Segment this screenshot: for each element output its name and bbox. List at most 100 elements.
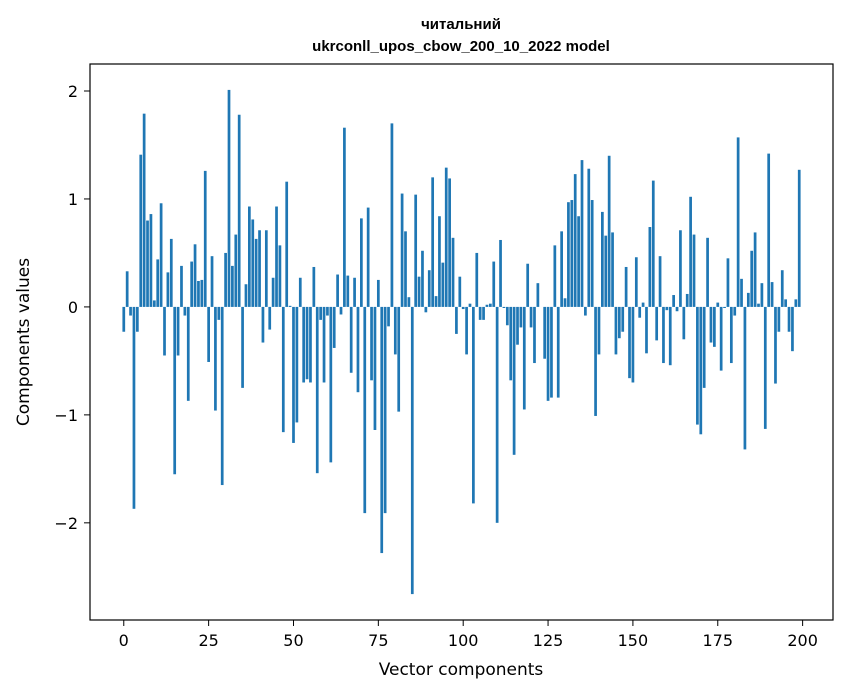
bar-192 [774, 306, 777, 384]
x-tick-label: 25 [198, 631, 218, 650]
bar-131 [567, 202, 570, 307]
bar-106 [482, 306, 485, 320]
bar-139 [594, 306, 597, 416]
bar-126 [550, 306, 553, 398]
bar-142 [604, 235, 608, 307]
bar-145 [614, 306, 618, 355]
bar-38 [251, 219, 255, 307]
bar-168 [692, 234, 696, 307]
bar-66 [346, 275, 350, 307]
bar-172 [706, 237, 709, 307]
bar-197 [791, 306, 794, 352]
bar-3 [132, 306, 136, 509]
bar-125 [546, 306, 550, 401]
bar-110 [495, 306, 499, 523]
bar-81 [397, 306, 401, 412]
bar-143 [607, 155, 611, 307]
bar-45 [275, 206, 278, 307]
bar-20 [190, 261, 194, 307]
bar-124 [543, 306, 547, 359]
bar-76 [380, 306, 384, 554]
bar-44 [271, 277, 275, 307]
bar-120 [529, 306, 533, 328]
bar-89 [424, 306, 428, 313]
bar-68 [353, 277, 356, 307]
bar-170 [699, 306, 703, 435]
bar-164 [679, 230, 682, 307]
bar-146 [617, 306, 621, 339]
bar-98 [455, 306, 458, 334]
bar-148 [624, 266, 628, 307]
bar-9 [152, 300, 156, 307]
bar-70 [360, 218, 363, 307]
bar-60 [326, 306, 329, 316]
bar-155 [648, 227, 652, 307]
bar-154 [645, 306, 648, 354]
bar-13 [166, 272, 170, 307]
bar-137 [587, 168, 591, 307]
bar-12 [163, 306, 166, 356]
bar-185 [750, 250, 754, 307]
y-tick-label: 2 [68, 82, 78, 101]
bar-176 [719, 306, 723, 371]
x-tick-label: 150 [618, 631, 649, 650]
x-axis-label: Vector components [379, 660, 544, 680]
bar-140 [597, 306, 601, 355]
bar-4 [135, 306, 139, 332]
bar-153 [641, 302, 645, 307]
y-tick-label: 1 [68, 190, 78, 209]
bar-1 [125, 271, 129, 307]
y-tick-label: −1 [54, 406, 78, 425]
bar-26 [210, 256, 214, 307]
bar-67 [349, 306, 353, 373]
bar-33 [234, 234, 238, 307]
bar-43 [268, 306, 272, 330]
bar-111 [499, 239, 502, 307]
bar-134 [577, 216, 580, 307]
bar-61 [329, 306, 333, 463]
bar-88 [421, 250, 424, 307]
bar-74 [373, 306, 377, 430]
x-tick-label: 200 [787, 631, 818, 650]
bar-199 [797, 169, 801, 307]
bar-24 [203, 170, 207, 307]
bar-114 [509, 306, 513, 381]
bar-19 [186, 306, 190, 401]
bar-181 [736, 137, 740, 307]
bar-152 [638, 306, 642, 318]
bar-42 [264, 230, 268, 307]
bar-30 [224, 252, 227, 307]
bar-29 [220, 306, 224, 486]
bar-108 [488, 303, 492, 307]
bar-48 [285, 181, 289, 307]
bar-28 [217, 306, 221, 320]
bar-56 [312, 266, 316, 307]
bar-73 [370, 306, 373, 381]
bar-179 [729, 306, 733, 364]
bar-133 [573, 174, 577, 307]
bar-104 [475, 252, 479, 307]
bar-8 [149, 214, 153, 307]
bar-118 [522, 306, 526, 410]
bar-16 [176, 306, 180, 356]
bar-112 [502, 306, 506, 308]
bar-97 [451, 237, 455, 307]
bar-23 [200, 279, 204, 307]
bar-65 [343, 127, 346, 307]
bar-99 [458, 276, 462, 307]
bar-127 [553, 245, 557, 307]
bar-10 [156, 259, 160, 307]
bar-109 [492, 261, 496, 307]
bar-186 [753, 232, 757, 307]
bar-103 [472, 306, 475, 504]
bar-32 [231, 265, 234, 307]
bar-15 [173, 306, 177, 475]
bar-37 [248, 206, 251, 307]
bar-11 [159, 203, 163, 307]
y-axis-ticks: −2 −1 0 1 2 [54, 82, 90, 533]
bar-86 [414, 194, 418, 307]
bar-21 [193, 244, 197, 307]
bar-51 [295, 306, 299, 423]
y-tick-label: 0 [68, 298, 78, 317]
bar-132 [570, 200, 574, 307]
